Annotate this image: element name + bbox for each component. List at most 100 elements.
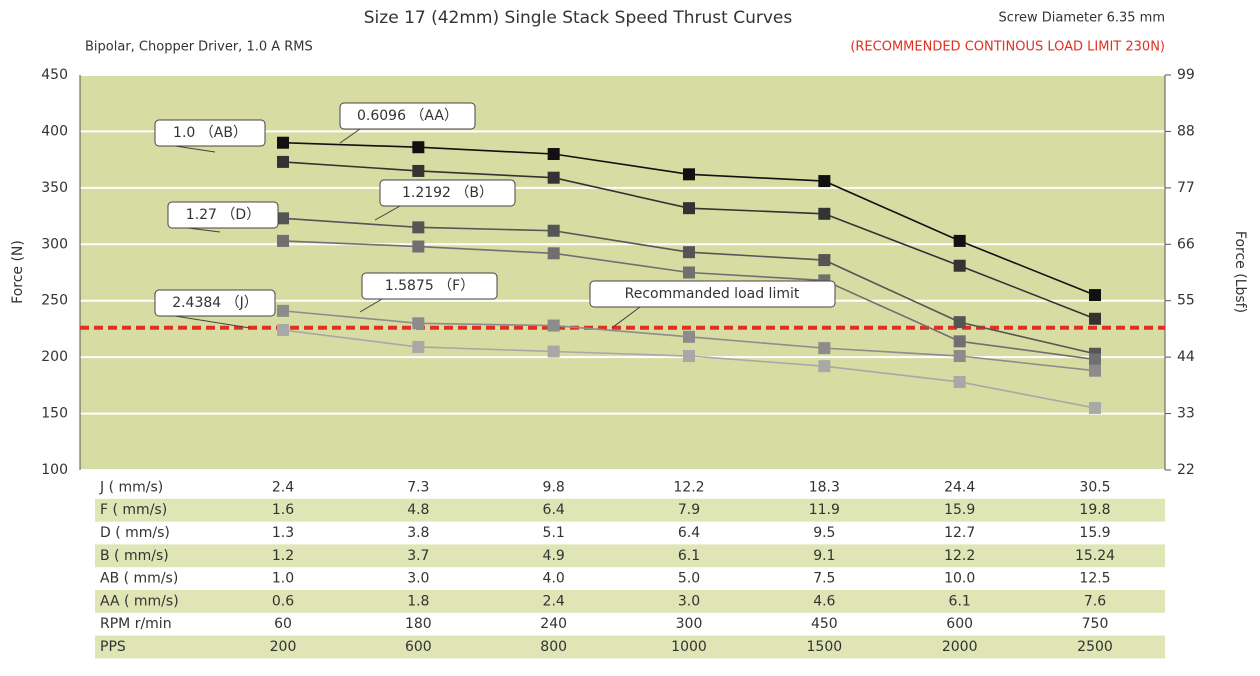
table-cell: 1.8	[407, 593, 429, 609]
table-cell: 6.4	[678, 525, 700, 541]
table-cell: 1.0	[272, 571, 294, 587]
table-cell: 60	[274, 616, 292, 632]
point	[1089, 401, 1101, 414]
table-row-label: PPS	[100, 639, 126, 655]
table-cell: 12.5	[1079, 571, 1110, 587]
load-limit-label: Recommanded load limit	[625, 286, 800, 302]
table-cell: 4.8	[407, 502, 429, 518]
point	[412, 221, 425, 234]
table-cell: 1000	[671, 639, 707, 655]
point	[683, 350, 695, 363]
table-cell: 2000	[942, 639, 978, 655]
table-row-label: AA ( mm/s)	[100, 593, 179, 609]
table-cell: 6.4	[543, 502, 565, 518]
table-cell: 6.1	[949, 593, 971, 609]
callout-box	[589, 280, 836, 308]
callout-leader	[187, 227, 221, 233]
point	[547, 319, 560, 332]
table-row-label: J ( mm/s)	[99, 479, 163, 495]
table-cell: 1500	[807, 639, 843, 655]
table-cell: 19.8	[1079, 502, 1110, 518]
table-cell: 600	[405, 639, 432, 655]
table-cell: 450	[811, 616, 838, 632]
legend-label: 0.6096 （AA）	[357, 108, 458, 124]
table-cell: 15.24	[1075, 548, 1115, 564]
y-tick-label: 100	[41, 462, 68, 478]
table-row-bg	[95, 498, 1165, 522]
table-cell: 9.5	[813, 525, 835, 541]
legend-label: 1.5875 （F）	[385, 278, 475, 294]
y-tick-label: 200	[41, 349, 68, 365]
point	[818, 207, 831, 220]
table-cell: 300	[676, 616, 703, 632]
point	[277, 136, 289, 149]
callout-box	[154, 119, 266, 147]
y2-tick-label: 22	[1177, 462, 1195, 478]
table-cell: 200	[270, 639, 297, 655]
table-cell: 15.9	[944, 502, 975, 518]
table-cell: 24.4	[944, 479, 975, 495]
y2-tick-label: 55	[1177, 293, 1195, 309]
point	[277, 212, 289, 225]
point	[953, 259, 966, 272]
point	[547, 171, 560, 184]
point	[683, 202, 695, 215]
table-cell: 4.0	[543, 571, 565, 587]
table-cell: 5.1	[543, 525, 565, 541]
y-tick-label: 400	[41, 123, 68, 139]
point	[412, 340, 425, 353]
warning: (RECOMMENDED CONTINOUS LOAD LIMIT 230N)	[850, 40, 1165, 55]
table-cell: 7.6	[1084, 593, 1106, 609]
y-tick-label: 350	[41, 180, 68, 196]
table-cell: 9.8	[543, 479, 565, 495]
table-cell: 12.2	[944, 548, 975, 564]
y2-axis-label: Force (Lbsf)	[1232, 231, 1248, 313]
table-cell: 6.1	[678, 548, 700, 564]
y2-tick-label: 77	[1177, 180, 1195, 196]
table-cell: 9.1	[813, 548, 835, 564]
table-cell: 0.6	[272, 593, 294, 609]
y-axis-label: Force (N)	[10, 240, 26, 304]
callout-box	[154, 289, 276, 317]
legend-label: 1.2192 （B）	[402, 185, 493, 201]
table-cell: 2.4	[543, 593, 565, 609]
point	[1089, 353, 1101, 366]
callout-leader	[174, 315, 251, 329]
table-cell: 11.9	[809, 502, 840, 518]
point	[547, 224, 560, 237]
point	[277, 304, 289, 317]
legend-label: 1.0 （AB）	[173, 125, 247, 141]
table-cell: 30.5	[1079, 479, 1110, 495]
callout-leader	[339, 128, 361, 144]
table-cell: 3.0	[407, 571, 429, 587]
table-cell: 3.0	[678, 593, 700, 609]
table-row-label: F ( mm/s)	[100, 502, 167, 518]
callout-leader	[374, 205, 401, 221]
legend-label: 1.27 （D）	[186, 207, 260, 223]
table-cell: 4.9	[543, 548, 565, 564]
point	[953, 350, 966, 363]
table-cell: 4.6	[813, 593, 835, 609]
table-cell: 1.2	[272, 548, 294, 564]
point	[818, 360, 831, 373]
table-cell: 3.8	[407, 525, 429, 541]
callout-box	[361, 272, 498, 300]
point	[547, 148, 560, 160]
point	[412, 240, 425, 253]
y-tick-label: 250	[41, 293, 68, 309]
point	[818, 342, 831, 355]
table-cell: 800	[540, 639, 567, 655]
y-tick-label: 450	[41, 67, 68, 83]
point	[683, 330, 695, 343]
callout-leader	[174, 145, 216, 153]
point	[277, 155, 289, 168]
point	[1089, 312, 1101, 325]
callout-leader	[611, 306, 641, 329]
y2-tick-label: 99	[1177, 67, 1195, 83]
table-cell: 15.9	[1079, 525, 1110, 541]
table-cell: 750	[1082, 616, 1109, 632]
chart-title: Size 17 (42mm) Single Stack Speed Thrust…	[364, 8, 793, 28]
point	[953, 234, 966, 247]
y2-tick-label: 33	[1177, 406, 1195, 422]
